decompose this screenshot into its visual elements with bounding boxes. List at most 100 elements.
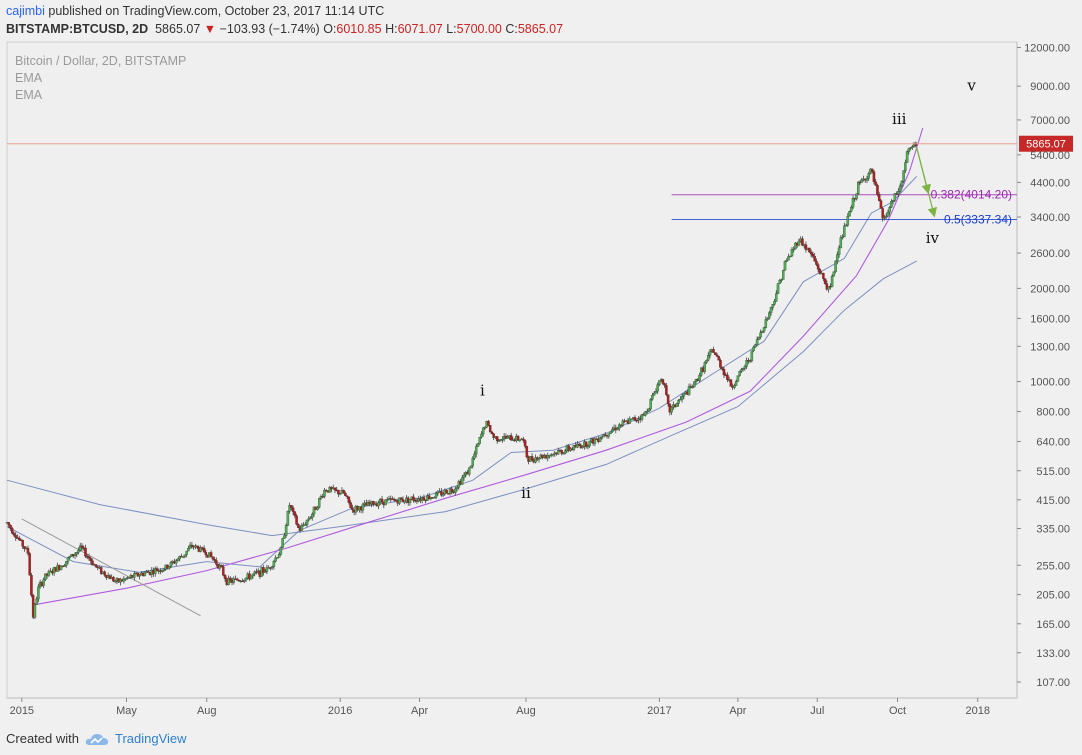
candle	[876, 183, 879, 197]
published-text: published on TradingView.com, October 23…	[44, 4, 385, 18]
candle-body	[279, 547, 283, 555]
candle-body	[911, 146, 914, 148]
candle-body	[316, 507, 319, 510]
candle-body	[462, 474, 466, 478]
y-tick-label: 800.00	[1036, 407, 1070, 419]
candle	[516, 434, 520, 441]
candle	[780, 278, 783, 283]
candle	[434, 491, 438, 500]
candle	[822, 272, 825, 282]
candle-body	[283, 535, 286, 539]
candle-body	[87, 556, 91, 559]
candle-body	[755, 339, 759, 345]
y-tick-label: 165.00	[1036, 619, 1070, 631]
candle-body	[780, 279, 783, 281]
candle-body	[855, 193, 858, 200]
candle-body	[147, 571, 150, 573]
candle-body	[593, 438, 597, 444]
candle-body	[635, 419, 638, 422]
y-tick-label: 12000.00	[1024, 42, 1070, 54]
candle	[773, 298, 776, 306]
open-label: O:	[323, 22, 337, 36]
candle-body	[450, 488, 454, 492]
candle-body	[377, 502, 380, 507]
candle-body	[816, 264, 820, 270]
candle	[857, 180, 860, 196]
cloud-logo-icon	[85, 733, 108, 745]
candle-body	[384, 499, 387, 506]
y-tick-label: 1300.00	[1030, 341, 1070, 353]
author-link[interactable]: cajimbi	[6, 4, 45, 18]
fib-label-1: 0.5(3337.34)	[944, 213, 1012, 227]
candle	[127, 576, 131, 579]
candle	[586, 444, 590, 450]
candle	[28, 551, 31, 576]
candle-body	[270, 566, 274, 569]
candle	[255, 568, 258, 575]
candle	[91, 558, 94, 566]
plot-area[interactable]	[6, 41, 1018, 699]
candle	[99, 566, 103, 576]
candle-body	[12, 533, 16, 536]
candle-body	[65, 561, 68, 566]
candle-body	[633, 417, 637, 421]
candle	[726, 372, 729, 383]
x-tick-label: Apr	[729, 705, 746, 717]
candle-body	[743, 366, 747, 369]
candle-body	[401, 499, 405, 503]
candle	[188, 541, 192, 549]
candle-body	[185, 550, 188, 555]
candle	[691, 384, 694, 389]
candle	[523, 439, 527, 449]
candle	[897, 188, 900, 198]
candle-body	[380, 498, 384, 503]
candle-body	[778, 280, 782, 284]
candle-body	[656, 384, 659, 392]
candle	[776, 283, 780, 295]
candle-body	[77, 550, 80, 553]
candle	[455, 485, 459, 492]
candle-body	[281, 538, 284, 548]
candle	[644, 410, 647, 417]
candle-body	[274, 557, 277, 562]
candle-body	[490, 431, 494, 434]
candle-body	[654, 391, 658, 394]
candle	[801, 236, 804, 247]
candle	[279, 546, 283, 556]
y-tick-label: 5400.00	[1030, 150, 1070, 162]
candle	[778, 278, 782, 284]
candle	[581, 445, 584, 449]
candle-body	[645, 411, 649, 413]
tradingview-brand-link[interactable]: TradingView	[114, 731, 187, 746]
candle	[492, 432, 495, 441]
candle-body	[761, 330, 764, 333]
candle	[222, 564, 225, 577]
candle	[328, 485, 331, 493]
candle-body	[607, 433, 611, 437]
candle	[372, 500, 375, 507]
candle	[886, 209, 890, 218]
candle	[488, 425, 492, 433]
candle-body	[712, 349, 715, 353]
candle	[307, 516, 311, 522]
candle-body	[808, 247, 811, 253]
candle-body	[611, 429, 614, 432]
x-tick-label: 2015	[10, 705, 34, 717]
candle-body	[881, 208, 884, 219]
candle-body	[284, 525, 288, 536]
candle-body	[693, 381, 696, 388]
candle	[783, 260, 787, 271]
fib-label-0: 0.382(4014.20)	[931, 188, 1012, 202]
candle-body	[143, 572, 147, 576]
candle	[645, 408, 649, 414]
candle	[598, 436, 602, 443]
price-axis[interactable]: 107.00 133.00 165.00 205.00 255.00 335.00 415.…	[1017, 42, 1070, 689]
candle-body	[734, 381, 738, 386]
candle	[745, 357, 748, 370]
time-axis[interactable]: 2015 May Aug 2016 Apr Aug 2017 Apr Jul Oct 2018	[10, 698, 990, 717]
candle-body	[162, 569, 166, 571]
candle	[717, 355, 720, 361]
candle	[195, 545, 199, 549]
candle-body	[342, 490, 345, 494]
